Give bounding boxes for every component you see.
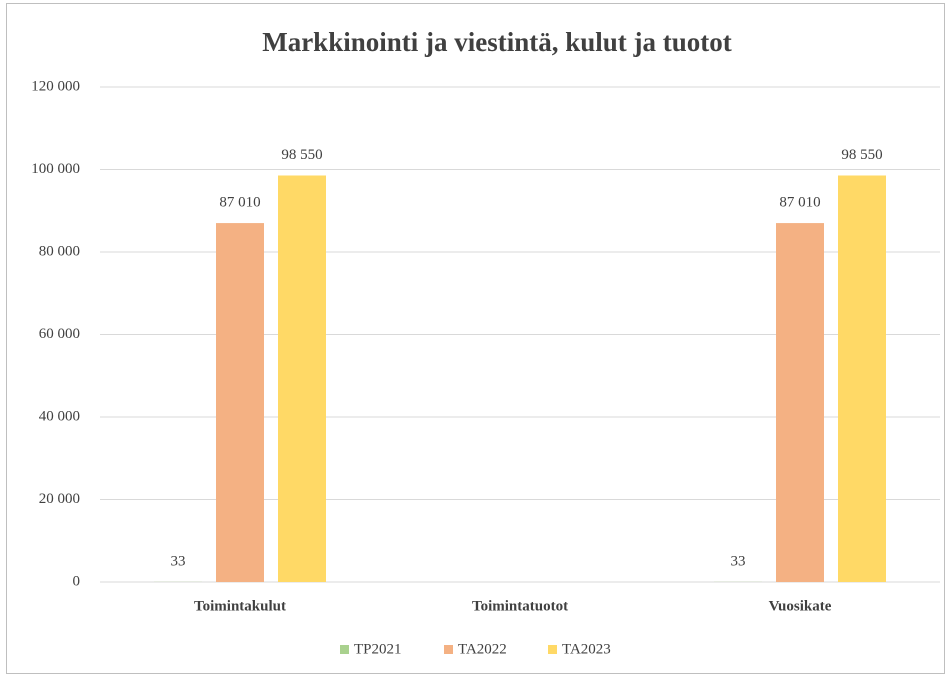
bar xyxy=(776,223,824,583)
legend-label: TP2021 xyxy=(354,641,402,657)
legend-swatch xyxy=(548,645,557,654)
data-label: 98 550 xyxy=(281,147,322,163)
bar xyxy=(838,175,886,582)
bar xyxy=(278,175,326,582)
legend-swatch xyxy=(444,645,453,654)
y-tick-label: 40 000 xyxy=(39,408,80,424)
data-label: 87 010 xyxy=(779,195,820,211)
data-label: 87 010 xyxy=(219,195,260,211)
chart-title: Markkinointi ja viestintä, kulut ja tuot… xyxy=(262,27,732,57)
y-tick-label: 0 xyxy=(73,573,81,589)
bar xyxy=(216,223,264,583)
y-tick-label: 100 000 xyxy=(31,161,80,177)
data-label: 33 xyxy=(731,553,746,569)
y-tick-label: 60 000 xyxy=(39,326,80,342)
y-tick-label: 120 000 xyxy=(31,78,80,94)
y-tick-label: 20 000 xyxy=(39,491,80,507)
x-tick-label: Vuosikate xyxy=(769,598,832,614)
legend-label: TA2022 xyxy=(458,641,507,657)
legend-swatch xyxy=(340,645,349,654)
x-tick-label: Toimintakulut xyxy=(194,598,286,614)
legend-label: TA2023 xyxy=(562,641,611,657)
data-label: 33 xyxy=(171,553,186,569)
y-tick-label: 80 000 xyxy=(39,243,80,259)
x-tick-label: Toimintatuotot xyxy=(472,598,568,614)
data-label: 98 550 xyxy=(841,147,882,163)
